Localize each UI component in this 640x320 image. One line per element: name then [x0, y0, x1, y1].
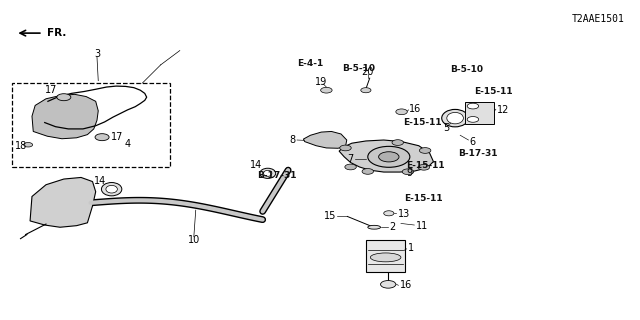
Text: 7: 7 [348, 154, 354, 164]
Text: FR.: FR. [47, 28, 67, 38]
Text: 6: 6 [470, 137, 476, 147]
Polygon shape [339, 140, 433, 172]
Text: 14: 14 [94, 176, 106, 186]
Ellipse shape [371, 253, 401, 262]
Text: 18: 18 [15, 141, 28, 151]
Text: B-17-31: B-17-31 [458, 148, 498, 157]
Ellipse shape [368, 225, 381, 229]
Text: E-15-11: E-15-11 [474, 87, 513, 96]
Ellipse shape [101, 182, 122, 196]
Ellipse shape [260, 168, 276, 178]
Text: 3: 3 [94, 49, 100, 59]
Circle shape [467, 116, 479, 122]
Circle shape [57, 94, 71, 101]
Circle shape [402, 169, 413, 175]
FancyBboxPatch shape [12, 83, 170, 167]
Circle shape [418, 164, 429, 170]
Text: 2: 2 [389, 222, 395, 232]
Text: B-5-10: B-5-10 [450, 65, 483, 74]
Ellipse shape [106, 185, 117, 193]
FancyBboxPatch shape [465, 102, 494, 124]
Text: 4: 4 [124, 139, 131, 148]
Text: 17: 17 [45, 85, 57, 95]
Circle shape [467, 103, 479, 109]
FancyBboxPatch shape [366, 240, 405, 272]
Polygon shape [30, 178, 96, 227]
Circle shape [24, 142, 33, 147]
Text: 13: 13 [397, 209, 410, 219]
Text: 12: 12 [497, 105, 509, 115]
Circle shape [361, 88, 371, 93]
Text: B-5-10: B-5-10 [342, 64, 375, 73]
Ellipse shape [442, 109, 468, 127]
Text: E-15-11: E-15-11 [406, 161, 444, 170]
Circle shape [384, 211, 394, 216]
Text: T2AAE1501: T2AAE1501 [572, 14, 625, 24]
Text: 17: 17 [111, 132, 124, 142]
Text: E-15-11: E-15-11 [403, 118, 441, 127]
Circle shape [95, 134, 109, 141]
Text: E-15-11: E-15-11 [404, 194, 442, 203]
Text: B-17-31: B-17-31 [257, 171, 297, 180]
Text: 16: 16 [399, 280, 412, 290]
Text: 9: 9 [406, 168, 412, 178]
Text: 14: 14 [250, 160, 262, 170]
Text: 10: 10 [188, 235, 200, 245]
Text: 16: 16 [409, 104, 422, 114]
Circle shape [379, 152, 399, 162]
Circle shape [396, 109, 407, 115]
Circle shape [340, 145, 351, 151]
Polygon shape [32, 94, 99, 139]
Circle shape [345, 164, 356, 170]
Text: 20: 20 [362, 67, 374, 77]
Text: 8: 8 [290, 135, 296, 145]
Text: 11: 11 [415, 221, 428, 231]
Text: 1: 1 [408, 243, 414, 253]
Circle shape [362, 169, 374, 174]
Ellipse shape [447, 112, 463, 124]
Circle shape [321, 87, 332, 93]
Ellipse shape [264, 170, 272, 176]
Circle shape [392, 140, 403, 145]
Circle shape [419, 148, 431, 153]
Text: 5: 5 [443, 123, 449, 133]
Text: E-4-1: E-4-1 [298, 60, 324, 68]
Text: 15: 15 [324, 212, 336, 221]
Circle shape [381, 281, 396, 288]
Text: 19: 19 [315, 77, 328, 87]
Circle shape [368, 146, 410, 167]
Polygon shape [303, 132, 347, 148]
